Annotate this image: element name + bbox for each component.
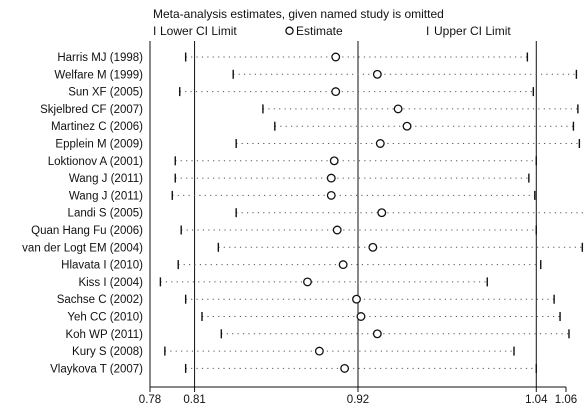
chart-legend: I Lower CI Limit Estimate I Upper CI Lim… — [153, 24, 511, 38]
study-label: Wang J (2011) — [69, 190, 143, 202]
x-tick-label: 0.81 — [183, 394, 205, 406]
study-row: Epplein M (2009) — [55, 139, 581, 151]
study-label: Kiss I (2004) — [78, 277, 143, 289]
study-label: Quan Hang Fu (2006) — [31, 225, 143, 237]
study-label: Sun XF (2005) — [68, 87, 143, 99]
study-row: Kury S (2008) — [72, 346, 515, 358]
estimate-marker — [326, 173, 336, 183]
study-label: Loktionov A (2001) — [48, 156, 143, 168]
study-row: Sachse C (2002) — [57, 294, 555, 306]
x-tick-label: 0.78 — [139, 394, 161, 406]
estimate-marker — [377, 208, 387, 218]
estimate-marker — [314, 346, 324, 356]
estimate-marker — [332, 225, 342, 235]
reference-lines — [194, 41, 537, 387]
estimate-marker — [372, 329, 382, 339]
study-label: van der Logt EM (2004) — [22, 242, 143, 254]
estimate-marker — [372, 69, 382, 79]
estimate-marker — [340, 363, 350, 373]
study-label: Hlavata I (2010) — [61, 260, 143, 272]
study-label: Yeh CC (2010) — [67, 312, 143, 324]
estimate-marker — [375, 139, 385, 148]
study-label: Welfare M (1999) — [54, 69, 143, 81]
study-row: Wang J (2011) — [69, 190, 536, 202]
legend-estimate-marker — [285, 26, 294, 36]
study-label: Sachse C (2002) — [57, 294, 143, 306]
estimate-marker — [326, 190, 336, 200]
legend-estimate-label: Estimate — [296, 24, 343, 38]
study-row: Quan Hang Fu (2006) — [31, 225, 537, 237]
estimate-marker — [393, 104, 403, 114]
estimate-marker — [352, 294, 361, 304]
study-label: Landi S (2005) — [68, 208, 144, 220]
legend-lower-label: Lower CI Limit — [160, 24, 237, 38]
study-row: Landi S (2005) — [68, 208, 584, 220]
study-label: Martinez C (2006) — [51, 121, 143, 133]
estimate-marker — [331, 87, 341, 97]
study-label: Skjelbred CF (2007) — [40, 104, 143, 116]
study-row: Koh WP (2011) — [65, 329, 570, 341]
legend-upper-symbol: I — [426, 24, 429, 38]
study-row: van der Logt EM (2004) — [22, 242, 584, 254]
study-label: Vlaykova T (2007) — [50, 363, 143, 375]
study-rows: Harris MJ (1998) Welfare M (1999) Sun XF (… — [22, 52, 584, 375]
study-row: Kiss I (2004) — [78, 277, 488, 289]
study-label: Epplein M (2009) — [55, 139, 143, 151]
x-axis-ticks: 0.78 0.81 0.92 1.04 1.06 — [139, 387, 577, 406]
estimate-marker — [356, 312, 366, 321]
study-row: Skjelbred CF (2007) — [40, 104, 579, 116]
study-label: Kury S (2008) — [72, 346, 143, 358]
x-tick-label: 1.06 — [555, 394, 577, 406]
study-row: Sun XF (2005) — [68, 87, 535, 99]
estimate-marker — [331, 52, 341, 62]
study-label: Harris MJ (1998) — [57, 52, 143, 64]
legend-lower-symbol: I — [153, 24, 156, 38]
study-row: Harris MJ (1998) — [57, 52, 529, 64]
estimate-marker — [402, 121, 412, 131]
chart-title: Meta-analysis estimates, given named stu… — [153, 7, 444, 21]
estimate-marker — [303, 277, 312, 287]
study-row: Yeh CC (2010) — [67, 312, 561, 324]
estimate-marker — [338, 260, 348, 270]
study-row: Loktionov A (2001) — [48, 156, 537, 168]
x-tick-label: 0.92 — [347, 394, 369, 406]
study-row: Wang J (2011) — [69, 173, 530, 185]
study-row: Martinez C (2006) — [51, 121, 575, 133]
study-row: Welfare M (1999) — [54, 69, 578, 81]
study-label: Wang J (2011) — [69, 173, 143, 185]
estimate-marker — [329, 156, 339, 166]
study-label: Koh WP (2011) — [65, 329, 143, 341]
legend-upper-label: Upper CI Limit — [434, 24, 511, 38]
study-row: Vlaykova T (2007) — [50, 363, 537, 375]
estimate-marker — [368, 242, 378, 252]
x-tick-label: 1.04 — [525, 394, 548, 406]
study-row: Hlavata I (2010) — [61, 260, 542, 272]
